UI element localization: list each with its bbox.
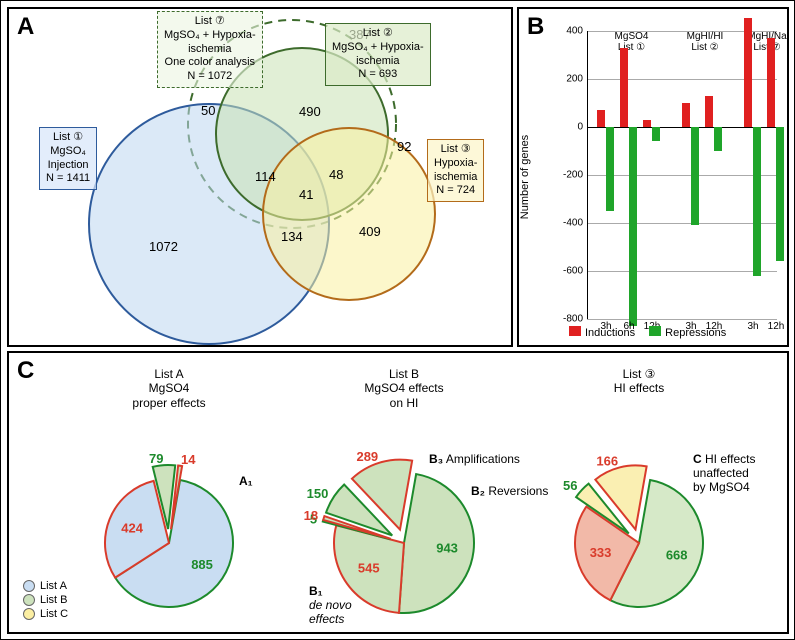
bar-down [753,127,761,276]
svg-text:289: 289 [356,449,378,464]
panel-b-chart: -800-600-400-2000200400MgSO4List ①3h6h12… [549,31,777,319]
pie-annot: B₂ Reversions [471,485,548,499]
swatch-red [569,326,581,336]
panel-b-ylabel: Number of genes [519,135,531,219]
ytick: 400 [549,26,583,37]
pie-annot: C HI effectsunaffectedby MgSO4 [693,453,755,494]
venn-box-list3: List ③Hypoxia-ischemiaN = 724 [427,139,484,202]
group-title: MgHI/HIList ② [682,31,728,53]
pie-title: List ③HI effects [579,367,699,396]
legend-row: List A [23,580,68,592]
legend-row: List B [23,594,68,606]
bar-up [744,18,752,127]
venn-number: 50 [201,103,215,118]
ytick: 0 [549,122,583,133]
bar-down [606,127,614,211]
svg-text:545: 545 [358,560,380,575]
svg-text:150: 150 [307,486,329,501]
bar-down [714,127,722,151]
figure-root: A 387490501144148921344091072 List ⑦MgSO… [0,0,795,640]
bar-up [682,103,690,127]
ytick: -200 [549,170,583,181]
venn-box-list1: List ①MgSO₄InjectionN = 1411 [39,127,97,190]
bar-up [767,38,775,127]
ytick: -800 [549,314,583,325]
svg-text:14: 14 [181,452,196,467]
venn-number: 490 [299,104,321,119]
panel-b-legend: Inductions Repressions [569,326,726,339]
xtick: 12h [765,321,787,332]
panel-b: B Number of genes -800 -600 -400 -200 0 200 40… [517,7,789,347]
venn-number: 92 [397,139,411,154]
bar-up [705,96,713,127]
svg-text:943: 943 [436,540,458,555]
legend-row: List C [23,608,68,620]
bar-down [776,127,784,261]
venn-number: 409 [359,224,381,239]
panel-c-legend: List A List B List C [23,580,68,622]
pie-title: List BMgSO4 effectson HI [344,367,464,410]
venn-number: 1072 [149,239,178,254]
bar-down [691,127,699,225]
svg-text:424: 424 [121,520,143,535]
venn-number: 41 [299,187,313,202]
bar-down [629,127,637,326]
group-title: MgSO4List ① [597,31,666,53]
venn-box-list7: List ⑦MgSO₄ + Hypoxia-ischemiaOne color … [157,11,263,88]
bar-up [643,120,651,127]
svg-text:18: 18 [304,508,318,523]
panel-b-label: B [527,13,544,41]
ytick: -600 [549,266,583,277]
pie-annot: B₃ Amplifications [429,453,520,467]
bar-up [597,110,605,127]
legend-repressions: Repressions [649,326,726,339]
legend-inductions: Inductions [569,326,635,339]
bar-down [652,127,660,141]
venn-number: 114 [255,169,276,184]
swatch-green [649,326,661,336]
xtick: 3h [742,321,764,332]
svg-text:166: 166 [596,454,618,469]
venn-box-list2: List ②MgSO₄ + Hypoxia-ischemiaN = 693 [325,23,431,86]
bar-up [620,48,628,127]
ytick: 200 [549,74,583,85]
venn-number: 134 [281,229,303,244]
svg-text:79: 79 [149,451,163,466]
svg-text:333: 333 [590,545,612,560]
svg-text:56: 56 [563,478,577,493]
legend-repressions-label: Repressions [665,327,726,339]
svg-text:885: 885 [191,557,213,572]
pie-annot: B₁de novoeffects [309,585,352,626]
pie-title: List AMgSO4proper effects [109,367,229,410]
svg-text:668: 668 [666,547,688,562]
panel-c: C 885424791494354551815028966833356166 L… [7,351,789,634]
ytick: -400 [549,218,583,229]
venn-number: 48 [329,167,343,182]
legend-inductions-label: Inductions [585,327,635,339]
pie-annot: A₁ [239,475,253,489]
panel-a: A 387490501144148921344091072 List ⑦MgSO… [7,7,513,347]
